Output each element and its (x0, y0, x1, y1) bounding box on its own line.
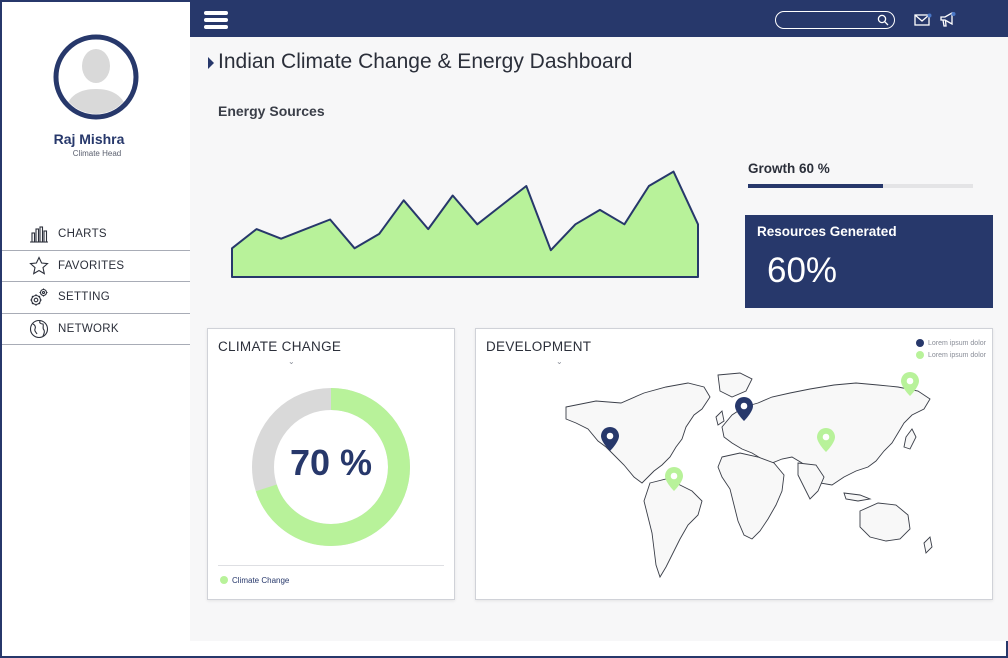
growth-progress-bar (748, 184, 973, 188)
climate-change-donut (252, 388, 410, 546)
growth-label: Growth 60 % (748, 161, 830, 176)
map-pin-europe[interactable] (735, 397, 753, 421)
indonesia-shape (843, 492, 872, 502)
energy-area-series (231, 170, 699, 278)
donut-value-arc (252, 388, 410, 546)
greenland-shape (717, 372, 753, 398)
development-title: DEVELOPMENT (486, 339, 592, 354)
globe-icon (29, 319, 49, 338)
growth-progress-fill (748, 184, 883, 188)
sidebar-nav: CHARTS FAVORITES SETTING (2, 219, 190, 345)
page-title: Indian Climate Change & Energy Dashboard (218, 50, 633, 73)
resources-generated-value: 60% (767, 251, 838, 290)
africa-shape (717, 452, 785, 540)
chevron-down-icon[interactable]: ⌄ (556, 357, 563, 366)
uk-shape (715, 410, 725, 426)
legend-label: Climate Change (232, 576, 290, 585)
sidebar-item-network[interactable]: NETWORK (2, 314, 190, 345)
energy-sources-chart (231, 170, 699, 278)
legend-item: Lorem ipsum dolor (916, 351, 986, 359)
mail-icon[interactable] (914, 13, 932, 27)
gear-icon (30, 288, 48, 306)
sidebar-item-charts[interactable]: CHARTS (2, 219, 190, 251)
australia-shape (859, 502, 911, 542)
development-card: DEVELOPMENT ⌄ Lorem ipsum dolor Lorem ip… (475, 328, 993, 600)
japan-shape (903, 428, 917, 450)
map-pin-south-america[interactable] (665, 467, 683, 491)
legend-label: Lorem ipsum dolor (928, 351, 986, 359)
sidebar-item-favorites[interactable]: FAVORITES (2, 251, 190, 282)
megaphone-icon[interactable] (939, 11, 957, 28)
search-input[interactable] (782, 13, 874, 26)
energy-sources-title: Energy Sources (218, 103, 325, 119)
legend-dot (916, 351, 924, 359)
resources-generated-title: Resources Generated (757, 224, 897, 239)
sidebar-item-setting[interactable]: SETTING (2, 282, 190, 314)
chevron-down-icon[interactable]: ⌄ (288, 357, 295, 366)
india-shape (797, 462, 825, 500)
new-zealand-shape (923, 536, 933, 554)
map-pin-russia-east[interactable] (901, 372, 919, 396)
legend-dot (916, 339, 924, 347)
climate-change-card: CLIMATE CHANGE ⌄ 70 % Climate Change (207, 328, 455, 600)
map-pin-north-america[interactable] (601, 427, 619, 451)
user-name: Raj Mishra (53, 131, 125, 147)
search-box[interactable] (775, 11, 895, 29)
bar-chart-icon (30, 226, 48, 243)
climate-change-title: CLIMATE CHANGE (218, 339, 342, 354)
sidebar-item-label: SETTING (58, 291, 110, 304)
main-content: Indian Climate Change & Energy Dashboard… (190, 37, 1008, 641)
climate-change-value: 70 % (289, 442, 373, 483)
star-icon (29, 255, 49, 275)
resources-generated-card: Resources Generated 60% (745, 215, 993, 308)
sidebar: Raj Mishra Climate Head CHARTS FAVORITES (2, 2, 190, 656)
top-bar (190, 2, 1008, 37)
title-caret-icon (208, 57, 214, 69)
north-america-shape (565, 382, 711, 484)
map-pin-india[interactable] (817, 428, 835, 452)
world-map[interactable] (526, 367, 966, 587)
south-america-shape (643, 478, 703, 579)
legend-label: Lorem ipsum dolor (928, 339, 986, 347)
legend-dot (220, 576, 228, 584)
sidebar-item-label: NETWORK (58, 322, 119, 335)
sidebar-item-label: FAVORITES (58, 259, 125, 272)
search-icon[interactable] (877, 14, 889, 26)
divider (218, 565, 444, 566)
hamburger-menu-button[interactable] (204, 11, 228, 29)
user-role: Climate Head (72, 149, 122, 158)
sidebar-item-label: CHARTS (58, 228, 107, 241)
legend-item: Lorem ipsum dolor (916, 339, 986, 347)
avatar[interactable] (53, 34, 139, 120)
